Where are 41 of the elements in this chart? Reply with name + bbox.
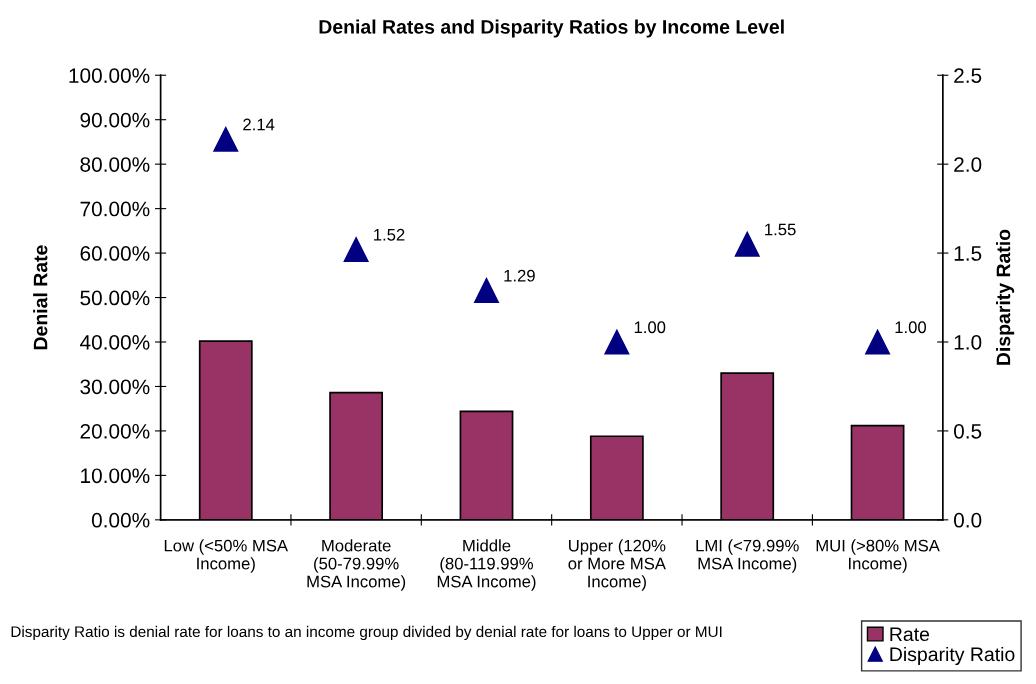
x-tick-label: Low (<50% MSA Income)	[164, 539, 289, 573]
data-label: 1.00	[634, 321, 666, 334]
legend-label: Rate	[890, 627, 930, 642]
y2-tick-label: 1.0	[954, 335, 982, 350]
point	[473, 277, 499, 303]
point	[865, 329, 891, 355]
y2-tick-label: 0.0	[953, 512, 982, 528]
y-tick-label: 50.00%	[80, 290, 150, 306]
y-tick-label: 10.00%	[81, 468, 150, 484]
y2-tick-label: 0.5	[953, 423, 982, 439]
y-tick-label: 20.00%	[80, 423, 150, 439]
y-tick-label: 60.00%	[80, 246, 150, 261]
data-label: 1.29	[504, 269, 535, 282]
y-tick-label: 90.00%	[80, 112, 150, 128]
x-tick-label: LMI (<79.99% MSA Income)	[696, 539, 799, 573]
y-tick-label: 0.00%	[91, 512, 150, 528]
point	[343, 237, 369, 263]
data-label: 1.00	[895, 321, 927, 334]
y-tick-label: 80.00%	[80, 157, 150, 172]
y-tick-label: 40.00%	[79, 335, 150, 350]
x-tick-label: Upper (120% or More MSA Income)	[568, 539, 666, 591]
y2-tick-label: 2.0	[954, 157, 982, 172]
point	[213, 126, 239, 152]
y-tick-label: 100.00%	[69, 68, 150, 83]
x-tick-label: MUI (>80% MSA Income)	[816, 539, 940, 573]
x-tick-label: Moderate (50-79.99% MSA Income)	[307, 539, 406, 591]
legend-label: Disparity Ratio	[890, 646, 1015, 666]
y-tick-label: 30.00%	[80, 379, 150, 395]
y-axis-title: Denial Rate	[33, 245, 48, 350]
y2-tick-label: 2.5	[954, 68, 982, 83]
y2-axis-title: Disparity Ratio	[996, 229, 1015, 365]
point	[604, 329, 630, 355]
y-tick-label: 70.00%	[80, 201, 150, 217]
x-tick-label: Middle (80-119.99% MSA Income)	[437, 539, 536, 591]
data-label: 1.52	[374, 228, 405, 241]
chart-title: Denial Rates and Disparity Ratios by Income Level	[319, 19, 784, 38]
y2-tick-label: 1.5	[954, 246, 982, 261]
data-label: 2.14	[243, 118, 275, 131]
text: Disparity Ratio is denial rate for loans to an income group divided by denial rate for loans to Upper or MUI	[11, 625, 722, 641]
data-label: 1.55	[765, 223, 796, 236]
point	[734, 231, 760, 257]
